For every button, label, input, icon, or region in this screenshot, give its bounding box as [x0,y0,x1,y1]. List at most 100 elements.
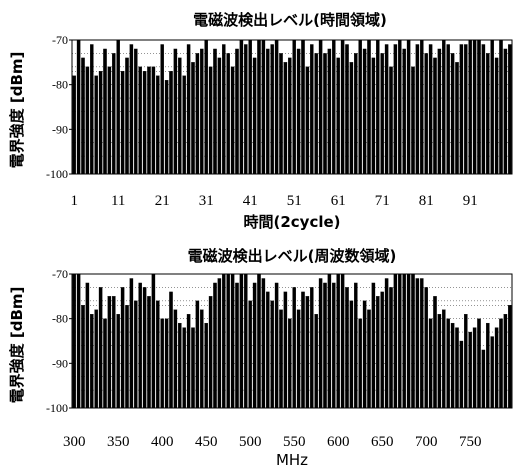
bar [178,322,182,409]
bar [464,314,468,409]
x-tick-label: 400 [151,434,174,450]
x-tick-label: 11 [111,193,125,209]
bar [138,66,142,175]
bar [380,53,384,175]
bar [292,287,296,409]
bar [301,39,305,175]
bar [147,296,151,409]
plot-frame [71,39,513,175]
bar [239,273,244,409]
bar [494,57,499,175]
bar [213,282,217,409]
bar [477,318,481,409]
bar [191,327,195,409]
bar [112,296,116,409]
bar [437,48,442,175]
x-tick-label: 550 [283,434,306,450]
bar [472,327,477,409]
bar [345,44,349,175]
chart-frequency-domain: 電磁波検出レベル(周波数領域) 電界強度 [dBm] -70 -80 -90 -100… [8,247,513,469]
bar [270,44,274,175]
y-axis-label: 電界強度 [dBm] [8,287,26,404]
bar [508,305,512,409]
bar [442,309,446,409]
bar [424,53,428,175]
bar [367,309,371,409]
chart-title: 電磁波検出レベル(周波数領域) [188,247,397,265]
bar [274,282,279,409]
bar [142,287,147,409]
grid [72,287,512,391]
bar [125,57,129,175]
bar [472,39,477,175]
bar [349,300,354,409]
bar [76,39,81,175]
bar [424,287,428,409]
bar [380,291,384,409]
bar [151,66,156,175]
bar [248,300,252,409]
y-tick-labels: -70 -80 -90 -100 [46,267,72,415]
bar [455,62,459,175]
bar [305,296,310,409]
bar [248,39,252,175]
bar [310,287,314,409]
plot-frame [71,273,513,409]
bar [81,305,85,409]
y-tick-label: -80 [52,312,68,326]
x-tick-label: 600 [327,434,350,450]
bar [103,318,107,409]
x-tick-label: 91 [463,193,478,209]
bar [358,318,362,409]
bar [433,57,437,175]
bar [266,48,270,175]
bar [508,44,512,175]
bar [116,314,120,409]
bar [270,300,274,409]
y-tick-label: -80 [52,78,68,92]
grid [72,53,512,157]
bar [389,66,393,175]
bar [327,48,332,175]
bar [147,66,151,175]
bar-series [72,273,512,409]
bar [274,39,279,175]
x-tick-label: 350 [107,434,130,450]
bar [446,44,450,175]
bar [459,340,464,409]
bar [486,53,490,175]
bar [336,273,340,409]
bar [235,282,239,409]
bar [437,314,442,409]
bar [420,278,424,409]
y-tick-labels: -70 -80 -90 -100 [46,33,72,181]
bar [288,57,292,175]
bar [468,39,472,175]
bar [305,66,310,175]
bar [213,48,217,175]
y-axis-label: 電界強度 [dBm] [8,52,26,169]
y-tick-label: -90 [52,356,68,370]
bar [376,296,380,409]
x-tick-label: 1 [70,193,78,209]
bar [72,273,76,409]
bar [169,71,173,175]
bar [85,282,90,409]
bar [103,48,107,175]
bar [226,273,230,409]
bar [415,278,420,409]
bar [252,282,257,409]
bar [481,349,486,409]
x-tick-label: 21 [155,193,170,209]
bar [446,318,450,409]
bar [222,273,226,409]
x-tick-label: 51 [287,193,302,209]
bar [376,39,380,175]
bar [288,318,292,409]
bar [428,44,433,175]
bar [433,296,437,409]
bar [371,282,376,409]
x-tick-label: 450 [195,434,218,450]
bar [120,71,125,175]
x-tick-label: 41 [243,193,258,209]
